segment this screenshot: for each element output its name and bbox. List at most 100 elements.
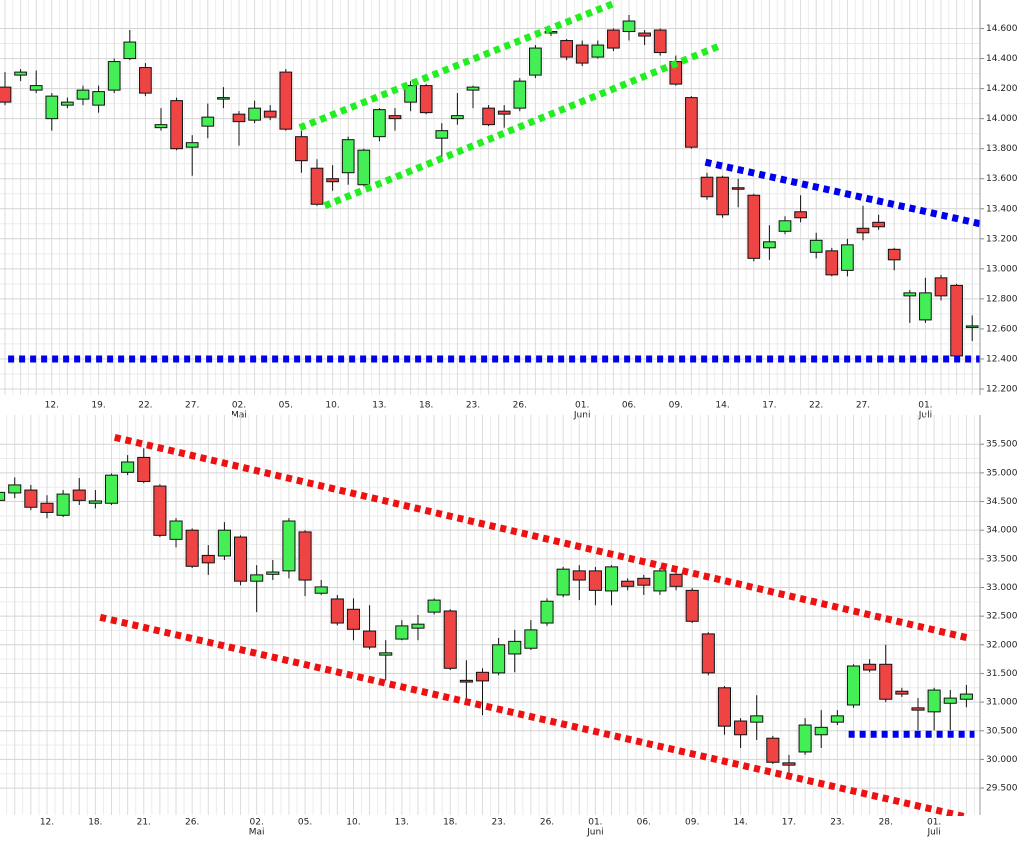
candle-body	[326, 178, 339, 183]
y-tick-label: 13.400	[986, 204, 1018, 214]
y-tick-label: 14.000	[986, 114, 1018, 124]
y-tick-label: 35.500	[986, 440, 1018, 450]
candle-body	[750, 715, 764, 723]
trendline	[113, 433, 969, 642]
candle-body	[879, 663, 893, 700]
candle-body	[201, 554, 215, 564]
candle-body	[298, 531, 312, 581]
y-tick-label: 13.600	[986, 174, 1018, 184]
candle-body	[887, 248, 901, 261]
y-tick-label: 12.400	[986, 354, 1018, 364]
y-tick-label: 34.000	[986, 526, 1018, 536]
month-label: Juli	[926, 828, 940, 838]
candle-body	[330, 598, 344, 624]
x-tick-label: 10.	[346, 818, 360, 828]
candle-body	[540, 600, 554, 624]
trendline	[99, 613, 966, 816]
x-tick-label: 09.	[685, 818, 699, 828]
candle-body	[508, 640, 522, 655]
candle-body	[61, 101, 74, 106]
candle-body	[404, 85, 417, 103]
y-tick-label: 31.500	[986, 669, 1018, 679]
candle-body	[524, 629, 538, 649]
x-tick-label: 28.	[879, 818, 893, 828]
x-tick-label: 12.	[40, 818, 54, 828]
candle-body	[653, 29, 667, 54]
candle-body	[250, 574, 264, 582]
plot	[0, 0, 980, 395]
candle-body	[841, 244, 854, 271]
candle-body	[314, 586, 328, 594]
candle-body	[14, 71, 27, 76]
candle-body	[40, 502, 54, 513]
candle-body	[341, 139, 355, 174]
candle-body	[934, 277, 948, 297]
candle-body	[825, 250, 839, 276]
candle-body	[466, 86, 480, 91]
candle-body	[621, 580, 635, 587]
candle-body	[701, 633, 715, 674]
x-tick-label: 13.	[372, 401, 386, 411]
candle-body	[217, 529, 231, 557]
candle-body	[747, 194, 761, 259]
candle-body	[950, 284, 963, 357]
y-tick-label: 35.000	[986, 468, 1018, 478]
x-tick-label: 27.	[185, 401, 199, 411]
candle-body	[919, 292, 932, 321]
candle-body	[653, 570, 667, 592]
x-tick-label: 05.	[279, 401, 293, 411]
candle-body	[497, 110, 511, 115]
y-tick-label: 12.600	[986, 324, 1018, 334]
candle-body	[459, 679, 473, 683]
candle-body	[248, 107, 261, 121]
trendline	[298, 0, 617, 131]
candle-body	[588, 570, 602, 591]
x-tick-label: 02.	[250, 818, 264, 828]
y-tick-label: 13.000	[986, 264, 1018, 274]
y-tick-label: 32.500	[986, 612, 1018, 622]
candle-body	[556, 568, 570, 596]
candle-body	[716, 176, 729, 216]
candle-body	[685, 589, 699, 622]
candle-body	[92, 91, 105, 106]
candle-body	[482, 107, 495, 126]
candle-body	[295, 136, 308, 162]
x-tick-label: 01.	[927, 818, 941, 828]
month-label: Juli	[918, 411, 932, 421]
candle-body	[903, 292, 917, 297]
trendline	[323, 43, 720, 210]
x-tick-label: 22.	[138, 401, 152, 411]
x-tick-label: 18.	[419, 401, 433, 411]
x-tick-label: 01.	[918, 401, 932, 411]
candle-body	[232, 113, 246, 123]
y-tick-label: 34.500	[986, 497, 1018, 507]
y-tick-label: 13.200	[986, 234, 1018, 244]
x-tick-label: 26.	[540, 818, 554, 828]
candle-body	[56, 493, 70, 516]
candle-body	[427, 599, 441, 613]
candle-body	[45, 95, 59, 120]
candle-body	[104, 474, 119, 504]
x-tick-label: 22.	[809, 401, 823, 411]
candle-body	[717, 687, 731, 727]
candle-body	[139, 67, 152, 94]
y-tick-label: 31.000	[986, 698, 1018, 708]
x-tick-label: 21.	[137, 818, 151, 828]
candle-body	[591, 44, 605, 58]
candle-body	[622, 20, 636, 33]
candle-body	[123, 41, 137, 60]
x-tick-label: 26.	[185, 818, 199, 828]
month-label: Mai	[231, 411, 247, 421]
candle-body	[778, 220, 792, 232]
y-tick-label: 12.200	[986, 384, 1018, 394]
month-label: Juni	[586, 828, 604, 838]
candle-body	[357, 149, 371, 186]
candle-body	[373, 109, 386, 138]
candle-body	[234, 536, 248, 582]
candle-body	[763, 241, 776, 249]
y-tick-label: 33.500	[986, 554, 1018, 564]
candle-body	[830, 715, 844, 723]
candle-body	[872, 221, 885, 228]
x-tick-label: 23.	[830, 818, 844, 828]
candle-body	[451, 115, 464, 120]
